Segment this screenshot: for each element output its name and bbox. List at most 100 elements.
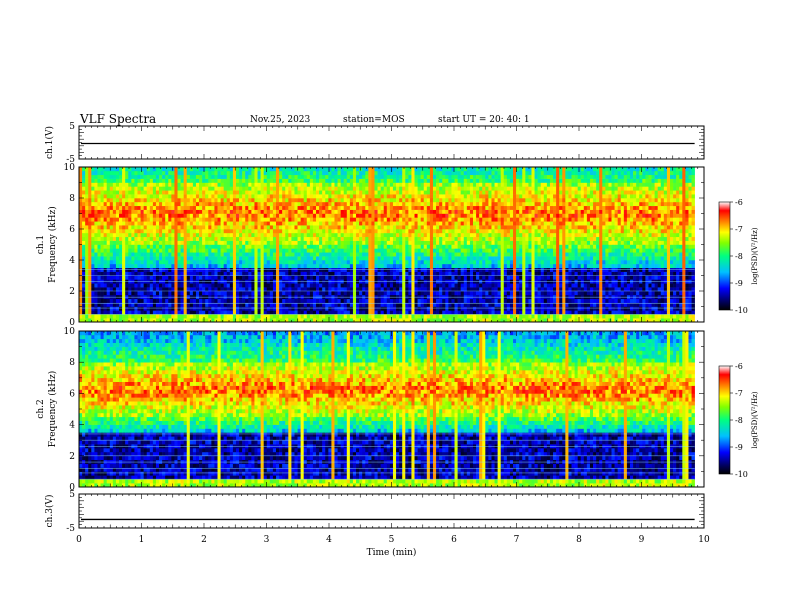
- spectrogram-cell: [673, 302, 677, 307]
- spectrogram-cell: [195, 298, 200, 303]
- spectrogram-cell: [426, 244, 431, 249]
- spectrogram-cell: [454, 283, 458, 288]
- spectrogram-cell: [245, 287, 249, 292]
- spectrogram-cell: [537, 298, 542, 303]
- spectrogram-cell: [125, 260, 129, 265]
- spectrogram-cell: [192, 248, 197, 253]
- spectrogram-cell: [85, 291, 89, 296]
- spectrogram-cell: [171, 267, 175, 272]
- spectrogram-cell: [322, 318, 326, 323]
- spectrogram-cell: [500, 244, 505, 249]
- spectrogram-cell: [325, 240, 329, 245]
- spectrogram-cell: [309, 275, 314, 280]
- spectrogram-cell: [85, 252, 89, 257]
- spectrogram-cell: [282, 260, 286, 265]
- spectrogram-cell: [368, 298, 372, 303]
- spectrogram-cell: [186, 298, 191, 303]
- spectrogram-cell: [513, 310, 517, 315]
- spectrogram-cell: [688, 260, 692, 265]
- spectrogram-cell: [303, 256, 308, 261]
- spectrogram-cell: [623, 267, 628, 272]
- spectrogram-cell: [122, 318, 126, 323]
- spectrogram-cell: [491, 306, 495, 311]
- spectrogram-cell: [482, 263, 486, 269]
- spectrogram-cell: [248, 283, 252, 288]
- spectrogram-cell: [623, 263, 628, 269]
- spectrogram-cell: [414, 283, 418, 288]
- spectrogram-cell: [223, 252, 228, 257]
- spectrogram-cell: [402, 298, 406, 303]
- spectrogram-cell: [303, 236, 308, 241]
- spectrogram-cell: [485, 318, 489, 323]
- spectrogram-cell: [479, 263, 483, 269]
- spectrogram-cell: [673, 314, 677, 319]
- spectrogram-cell: [272, 256, 277, 261]
- spectrogram-cell: [174, 252, 178, 257]
- spectrogram-cell: [623, 232, 628, 238]
- spectrogram-cell: [494, 236, 498, 241]
- spectrogram-cell: [131, 263, 135, 269]
- spectrogram-cell: [565, 260, 569, 265]
- spectrogram-cell: [325, 314, 329, 319]
- spectrogram-cell: [180, 248, 184, 253]
- spectrogram-cell: [670, 306, 674, 311]
- spectrogram-cell: [186, 267, 191, 272]
- spectrogram-cell: [128, 240, 132, 245]
- spectrogram-cell: [583, 306, 588, 311]
- spectrogram-cell: [473, 271, 477, 276]
- spectrogram-cell: [226, 306, 231, 311]
- spectrogram-cell: [383, 263, 388, 269]
- spectrogram-cell: [146, 302, 151, 307]
- spectrogram-cell: [528, 263, 532, 269]
- spectrogram-cell: [260, 318, 264, 323]
- spectrogram-cell: [574, 275, 578, 280]
- spectrogram-cell: [593, 291, 597, 296]
- spectrogram-cell: [454, 287, 458, 292]
- spectrogram-cell: [371, 302, 375, 307]
- spectrogram-cell: [294, 229, 298, 234]
- spectrogram-cell: [639, 267, 643, 272]
- spectrogram-cell: [195, 256, 200, 261]
- spectrogram-cell: [469, 318, 474, 323]
- spectrogram-cell: [251, 314, 255, 319]
- spectrogram-cell: [593, 287, 597, 292]
- spectrogram-cell: [543, 275, 548, 280]
- spectrogram-cell: [309, 318, 314, 323]
- spectrogram-cell: [217, 275, 221, 280]
- spectrogram-cell: [663, 252, 668, 257]
- spectrogram-cell: [691, 271, 695, 276]
- spectrogram-cell: [279, 244, 283, 249]
- spectrogram-cell: [660, 236, 665, 241]
- spectrogram-cell: [125, 302, 129, 307]
- spectrogram-cell: [423, 248, 428, 253]
- spectrogram-cell: [266, 244, 271, 249]
- spectrogram-cell: [143, 310, 148, 315]
- spectrogram-cell: [589, 275, 594, 280]
- spectrogram-cell: [657, 318, 662, 323]
- spectrogram-cell: [682, 240, 686, 245]
- spectrogram-cell: [429, 283, 434, 288]
- spectrogram-cell: [528, 275, 532, 280]
- spectrogram-cell: [149, 263, 154, 269]
- spectrogram-cell: [503, 232, 508, 238]
- spectrogram-cell: [205, 256, 209, 261]
- spectrogram-cell: [199, 260, 203, 265]
- spectrogram-cell: [660, 298, 665, 303]
- spectrogram-cell: [546, 318, 551, 323]
- spectrogram-cell: [79, 302, 83, 307]
- spectrogram-cell: [525, 248, 529, 253]
- spectrogram-cell: [306, 229, 311, 234]
- spectrogram-cell: [91, 318, 95, 323]
- spectrogram-cell: [663, 287, 668, 292]
- spectrogram-cell: [660, 291, 665, 296]
- spectrogram-cell: [211, 252, 215, 257]
- spectrogram-cell: [195, 310, 200, 315]
- spectrogram-cell: [580, 310, 585, 315]
- spectrogram-cell: [537, 252, 542, 257]
- spectrogram-cell: [476, 275, 480, 280]
- spectrogram-cell: [356, 260, 360, 265]
- spectrogram-cell: [528, 236, 532, 241]
- spectrogram-cell: [657, 244, 662, 249]
- spectrogram-cell: [103, 232, 108, 238]
- spectrogram-cell: [509, 229, 514, 234]
